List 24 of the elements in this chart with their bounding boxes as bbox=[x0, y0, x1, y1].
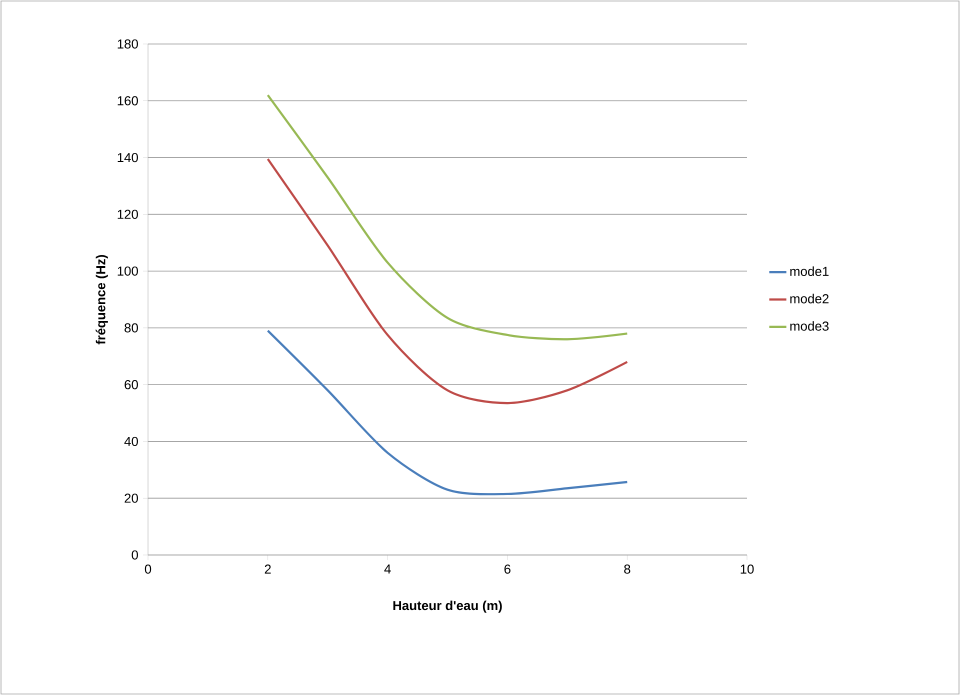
y-tick-label: 180 bbox=[118, 39, 138, 49]
y-tick-label: 60 bbox=[124, 380, 138, 390]
y-tick-label: 20 bbox=[124, 494, 138, 503]
legend-label: mode1 bbox=[790, 266, 829, 276]
x-tick-label: 2 bbox=[264, 564, 271, 574]
x-tick-label: 4 bbox=[384, 564, 391, 574]
x-tick-label: 0 bbox=[144, 564, 152, 574]
y-tick-label: 100 bbox=[118, 266, 138, 276]
y-tick-label: 0 bbox=[132, 550, 138, 560]
y-tick-label: 80 bbox=[124, 323, 138, 332]
x-tick-label: 8 bbox=[624, 564, 630, 574]
y-tick-label: 40 bbox=[124, 436, 138, 446]
y-tick-label: 140 bbox=[118, 152, 138, 162]
x-axis-title: Hauteur d'eau (m) bbox=[393, 600, 502, 613]
y-tick-label: 120 bbox=[118, 210, 138, 219]
x-tick-label: 10 bbox=[740, 564, 754, 574]
x-tick-label: 6 bbox=[504, 564, 510, 574]
y-axis-title: fréquence (Hz) bbox=[96, 255, 108, 344]
line-series bbox=[266, 94, 628, 340]
legend-label: mode3 bbox=[790, 321, 829, 331]
line-series bbox=[266, 158, 628, 404]
line-series bbox=[266, 330, 628, 496]
legend-label: mode2 bbox=[790, 294, 829, 304]
y-tick-label: 160 bbox=[118, 96, 138, 106]
